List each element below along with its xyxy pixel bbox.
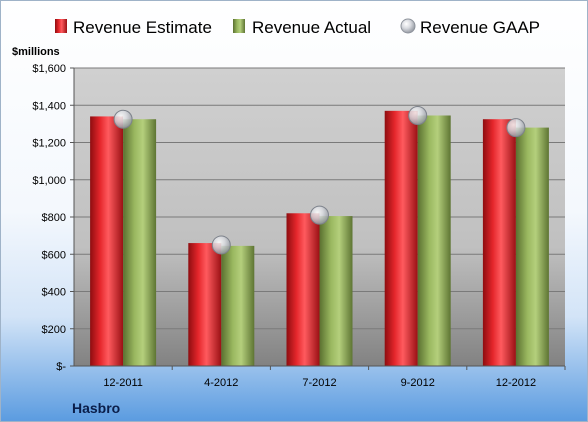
actual-bar bbox=[123, 119, 157, 366]
y-tick-label: $800 bbox=[42, 212, 66, 224]
y-tick-label: $- bbox=[56, 361, 66, 373]
estimate-bar bbox=[90, 116, 124, 366]
legend-label-actual: Revenue Actual bbox=[252, 18, 371, 37]
gaap-marker bbox=[506, 118, 526, 138]
bars bbox=[90, 110, 549, 367]
x-tick-label: 7-2012 bbox=[302, 377, 336, 389]
estimate-bar bbox=[286, 213, 320, 366]
legend-marker-gaap bbox=[400, 18, 416, 34]
gaap-markers bbox=[113, 105, 526, 255]
legend-swatch-estimate bbox=[55, 19, 67, 33]
x-tick-label: 4-2012 bbox=[204, 377, 238, 389]
actual-bar bbox=[417, 115, 451, 367]
y-tick-label: $1,000 bbox=[32, 175, 66, 187]
estimate-bar bbox=[482, 119, 516, 366]
legend-item-actual: Revenue Actual bbox=[233, 18, 371, 37]
y-axis-label: $millions bbox=[12, 46, 60, 58]
x-tick-label: 12-2011 bbox=[103, 377, 143, 389]
x-axis-ticks: 12-2011 4-2012 7-2012 9-2012 12-2012 bbox=[103, 366, 566, 389]
y-tick-label: $400 bbox=[42, 287, 66, 299]
y-tick-label: $200 bbox=[42, 324, 66, 336]
gaap-marker bbox=[211, 235, 231, 255]
estimate-bar bbox=[384, 110, 418, 367]
legend-label-estimate: Revenue Estimate bbox=[73, 18, 212, 37]
actual-bar bbox=[319, 216, 353, 366]
legend-item-estimate: Revenue Estimate bbox=[55, 18, 212, 37]
y-tick-label: $1,600 bbox=[32, 63, 66, 75]
legend: Revenue Estimate Revenue Actual Revenue … bbox=[55, 18, 540, 37]
company-label: Hasbro bbox=[72, 400, 120, 416]
x-tick-label: 9-2012 bbox=[401, 377, 435, 389]
legend-swatch-actual bbox=[233, 19, 245, 33]
actual-bar bbox=[515, 127, 549, 366]
legend-label-gaap: Revenue GAAP bbox=[420, 18, 540, 37]
estimate-bar bbox=[188, 243, 222, 366]
legend-item-gaap: Revenue GAAP bbox=[400, 18, 540, 37]
y-axis-ticks: $- $200 $400 $600 $800 $1,000 $1,200 $1,400 $1,6… bbox=[32, 63, 565, 373]
gaap-marker bbox=[113, 109, 133, 129]
y-tick-label: $600 bbox=[42, 249, 66, 261]
gaap-marker bbox=[408, 105, 428, 125]
x-tick-label: 12-2012 bbox=[496, 377, 536, 389]
y-tick-label: $1,200 bbox=[32, 138, 66, 150]
y-tick-label: $1,400 bbox=[32, 100, 66, 112]
actual-bar bbox=[221, 245, 255, 366]
gaap-marker bbox=[310, 205, 329, 225]
